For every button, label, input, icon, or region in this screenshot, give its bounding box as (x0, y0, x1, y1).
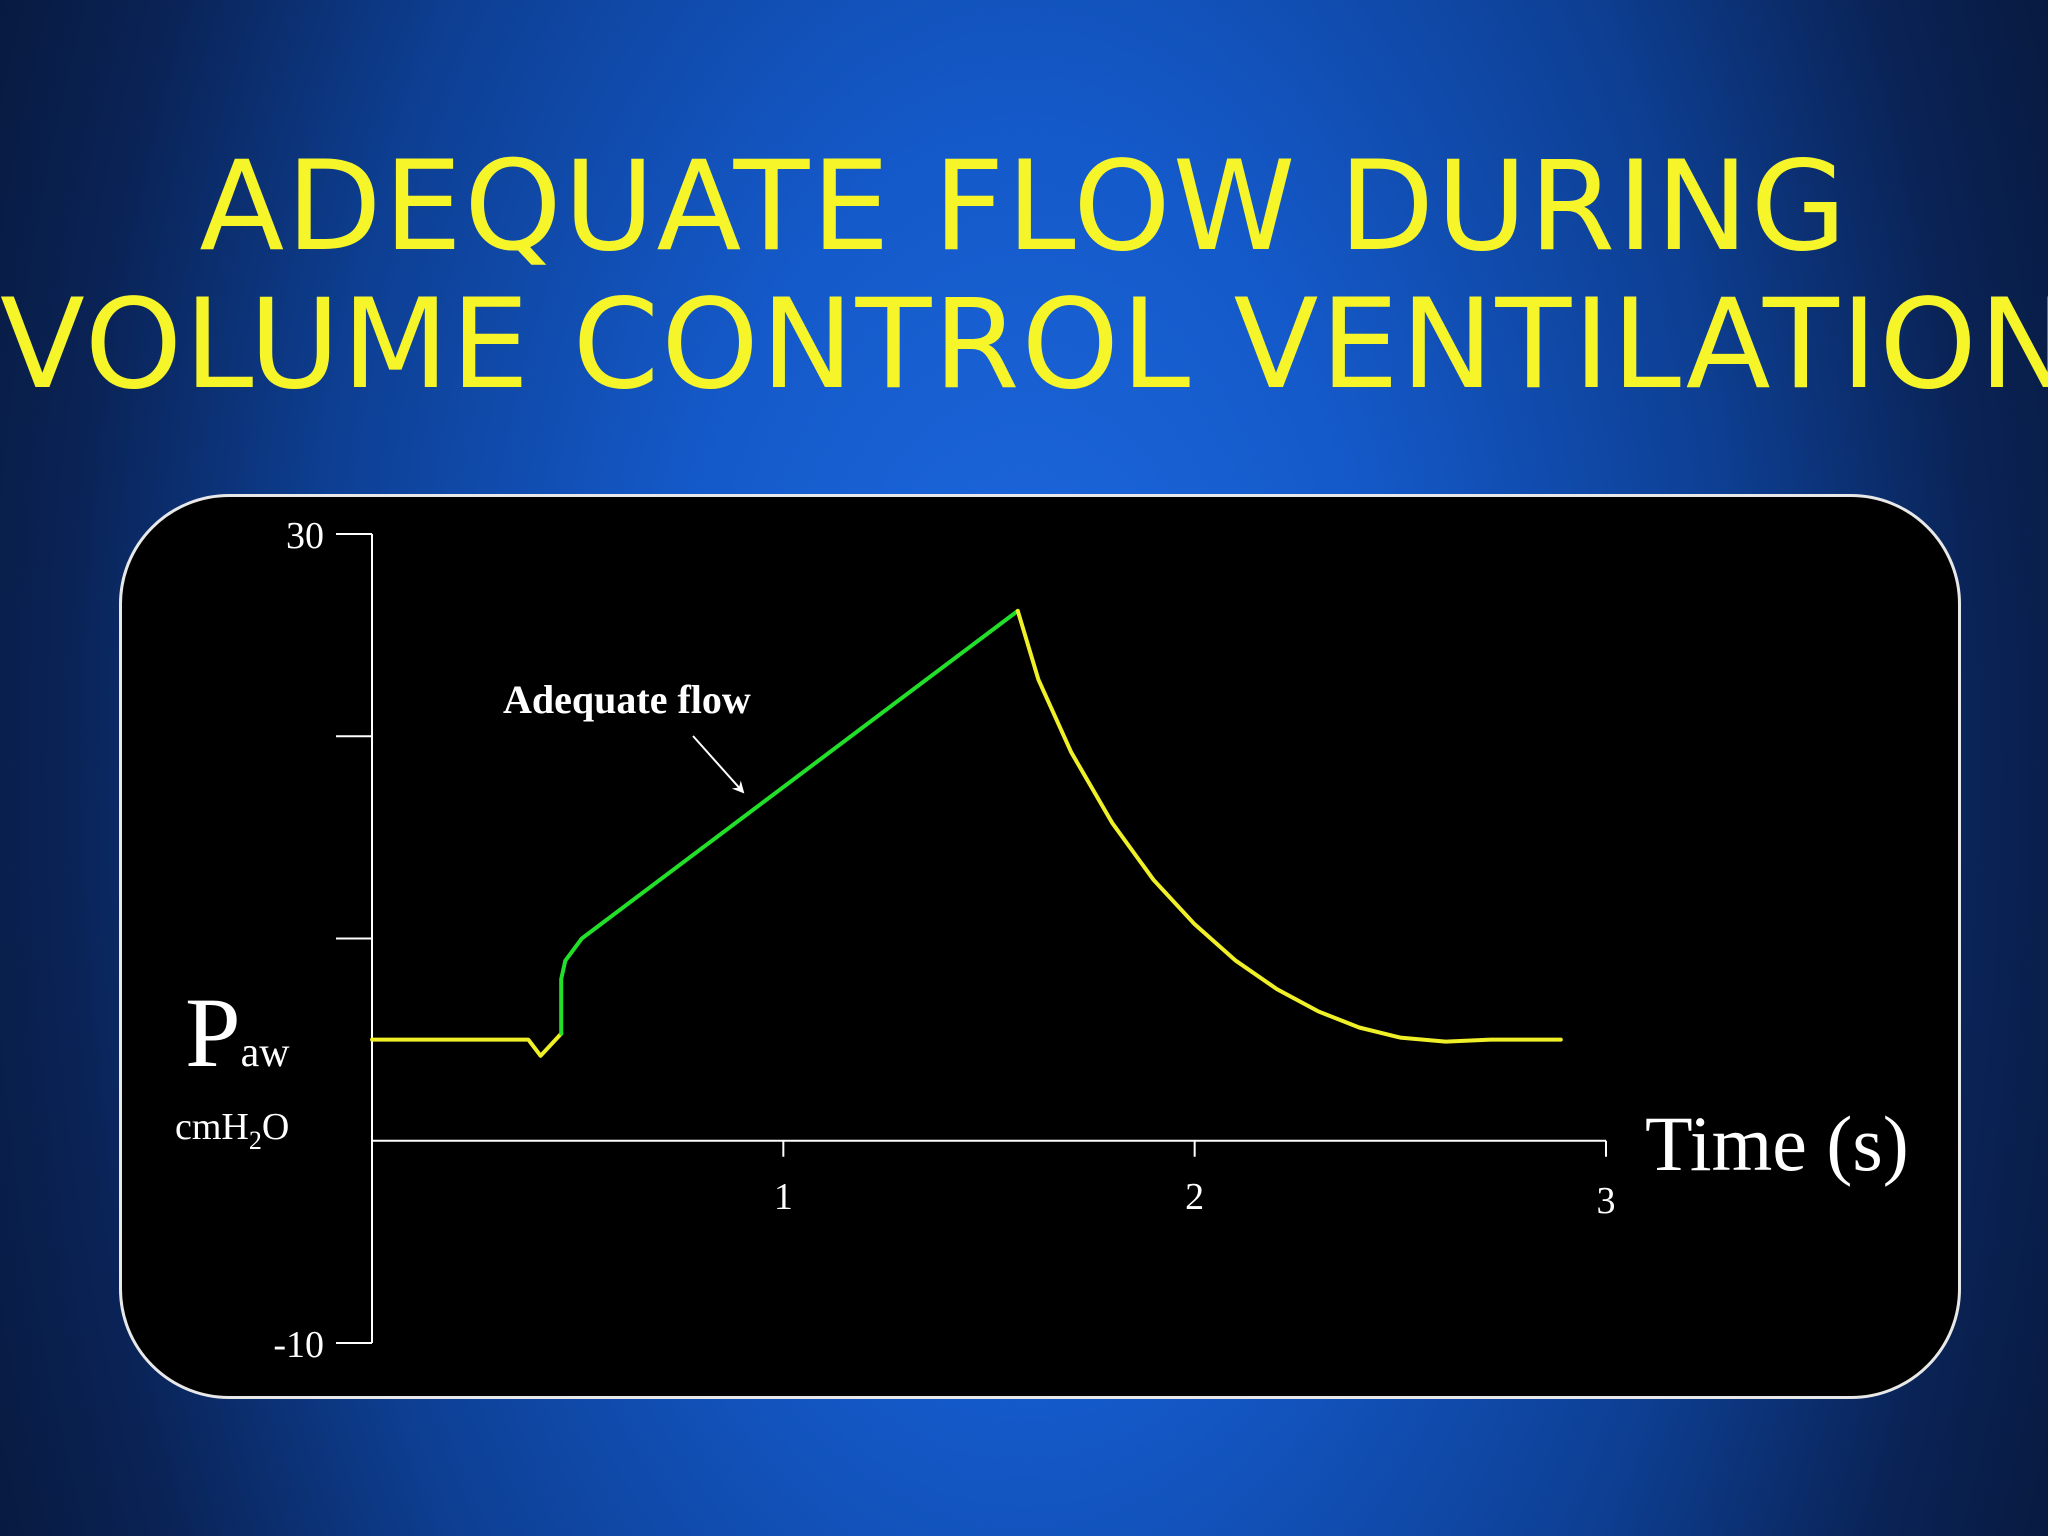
annotation-arrow (692, 735, 745, 794)
y-axis-label-main: P (185, 977, 241, 1088)
annotation-label: Adequate flow (503, 677, 751, 722)
y-axis-unit-prefix: cmH (175, 1106, 249, 1148)
x-tick-label: 1 (774, 1176, 793, 1218)
y-axis-label: Paw (185, 977, 290, 1088)
series-line-expiration (1015, 608, 1563, 1044)
axis-labels: Paw cmH2O Time (s) Adequate flow (175, 677, 1909, 1187)
y-tick-label: -10 (273, 1324, 324, 1366)
series-layer (370, 608, 1563, 1058)
slide-title-line-1: ADEQUATE FLOW DURING (199, 135, 1849, 279)
series-line-baseline-and-trigger (370, 1031, 564, 1058)
x-tick-label: 2 (1185, 1176, 1204, 1218)
y-axis-unit: cmH2O (175, 1106, 289, 1155)
slide-title: ADEQUATE FLOW DURING VOLUME CONTROL VENT… (0, 138, 2048, 414)
y-axis-unit-sub: 2 (249, 1126, 262, 1155)
x-axis-label: Time (s) (1645, 1100, 1909, 1187)
axes: 30 -10 1 2 3 (273, 515, 1615, 1366)
y-tick-label: 30 (286, 515, 324, 557)
y-axis-unit-suffix: O (262, 1106, 289, 1148)
slide-title-line-2: VOLUME CONTROL VENTILATION (0, 273, 2048, 417)
x-tick-label: 3 (1597, 1180, 1616, 1222)
y-axis-label-sub: aw (241, 1030, 291, 1076)
chart-panel (119, 494, 1961, 1399)
series-line-inspiration (559, 608, 1020, 1036)
